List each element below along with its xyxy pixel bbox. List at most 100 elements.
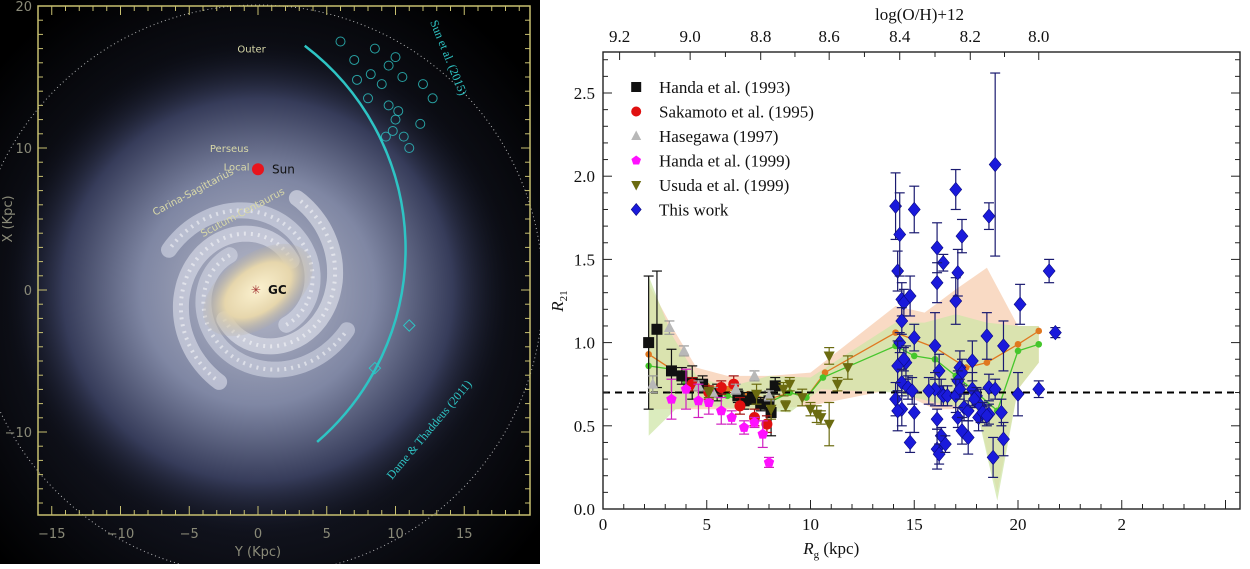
data-point [897,351,911,367]
legend-marker [631,106,642,117]
gc-marker: ✳ [251,283,261,297]
x-tick-label: −5 [180,527,199,542]
data-point [665,365,677,377]
x-tick-label: −10 [107,527,134,542]
y-axis-label-main: R [548,301,567,313]
data-point [893,226,907,243]
series-handa-et-al-1999 [666,368,775,468]
data-point [951,265,965,281]
data-point [955,228,969,244]
x-tick-label: 10 [802,515,819,534]
legend-marker [631,82,642,92]
sun-et-al-cloud [415,118,426,129]
sun-et-al-cloud [390,114,401,125]
sun-et-al-cloud [418,79,428,90]
y-tick-label: 0 [24,284,32,299]
legend-marker [631,181,642,191]
y-tick-label: 2.5 [574,84,595,103]
series-this-work [889,72,1062,478]
sun-et-al-cloud [363,93,373,104]
data-point [903,434,917,451]
map-x-label: Y (Kpc) [234,545,281,560]
data-point [936,255,950,271]
data-point [1011,386,1025,402]
green-trend-point [1014,347,1022,355]
data-point [891,403,905,419]
orange-trend-point [983,359,991,366]
annotation-perseus: Perseus [210,144,249,155]
data-point [746,393,758,405]
x-tick-label: 5 [703,515,712,534]
sun-et-al-cloud [398,131,409,142]
data-point [738,395,750,407]
legend-item-handa-et-al-1993: Handa et al. (1993) [631,78,790,97]
sun-et-al-cloud [387,125,398,136]
green-band [648,276,1039,501]
y-tick-label: 0.5 [574,417,595,436]
data-point [1048,324,1062,341]
top-tick-label: 8.0 [1028,27,1049,46]
data-point [663,321,675,333]
sun-et-al-cloud [404,143,415,153]
plot-frame [602,51,1241,510]
data-point [763,389,775,401]
x-tick-label: 15 [906,515,923,534]
data-point [796,393,808,404]
legend-marker [630,203,642,216]
top-tick-label: 9.0 [680,27,701,46]
series-usuda-et-al-1999 [703,346,854,447]
sun-et-al-cloud [427,93,438,104]
legend-item-handa-et-al-1999: Handa et al. (1999) [631,152,790,171]
sun-et-al-cloud [380,131,391,142]
cyan-arc [303,44,407,443]
legend-marker [631,130,642,140]
data-point [647,378,659,389]
data-point [732,390,744,402]
data-point [965,353,979,369]
annotation-gc: GC [268,283,287,297]
data-point [643,337,655,349]
r21-chart: 0 5 10 15 20 2 0.0 0.5 1.0 1.5 2.0 2.5 9.2 9.0 8.8 8.6 8… [548,5,1241,561]
data-point [726,412,737,422]
annotation-outer: Outer [237,45,266,56]
data-point [748,369,760,381]
green-trend-point [910,352,918,360]
data-point [1042,263,1056,279]
sun-et-al-cloud [352,74,362,85]
data-point [891,263,905,279]
data-point [757,428,768,439]
annotation-sun: Sun [272,162,295,176]
data-point [823,419,835,431]
legend-label: Handa et al. (1993) [659,78,790,97]
x-tick-label: 10 [387,527,404,542]
data-point [997,338,1010,354]
milky-way-map: ✳ −15 −10 −5 0 5 10 15 −10 0 10 20 Y (Kpc) X (Kpc) S… [0,0,544,569]
y-axis-label-sub: 21 [558,290,570,301]
data-point [676,370,688,382]
x-tick-label: 15 [456,527,473,542]
data-point [930,275,944,291]
orange-trend-point [1014,340,1022,348]
x-tick-label: 0 [254,527,262,542]
dame-cloud [368,361,382,375]
y-tick-label: 1.0 [574,334,595,353]
data-point [922,383,936,399]
data-point [666,393,677,404]
data-point [730,383,742,394]
annotation-local: Local [224,162,250,173]
data-point [938,436,952,452]
sun-et-al-cloud [365,69,376,80]
spiral-arm-stars [167,208,315,327]
legend-item-this-work: This work [630,201,729,220]
data-point [815,413,827,424]
data-point [680,383,692,394]
top-tick-label: 8.6 [819,27,840,46]
data-point [930,240,944,256]
data-point [988,381,1002,397]
green-trend-point [1035,340,1043,348]
data-point [738,422,750,432]
y-tick-label: 0.0 [574,500,595,519]
x-tick-label: 5 [323,527,331,542]
sun-marker [252,163,264,176]
spiral-arm-stars [178,231,294,384]
